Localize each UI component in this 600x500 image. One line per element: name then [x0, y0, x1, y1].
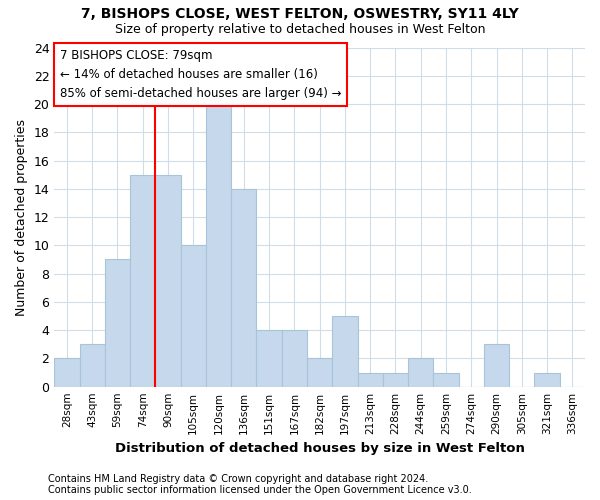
- Bar: [535, 372, 560, 386]
- Bar: [130, 174, 155, 386]
- Bar: [433, 372, 458, 386]
- Text: Size of property relative to detached houses in West Felton: Size of property relative to detached ho…: [115, 22, 485, 36]
- Bar: [383, 372, 408, 386]
- Text: Contains public sector information licensed under the Open Government Licence v3: Contains public sector information licen…: [48, 485, 472, 495]
- Bar: [181, 246, 206, 386]
- Bar: [206, 104, 231, 387]
- X-axis label: Distribution of detached houses by size in West Felton: Distribution of detached houses by size …: [115, 442, 524, 455]
- Bar: [155, 174, 181, 386]
- Bar: [484, 344, 509, 387]
- Bar: [54, 358, 80, 386]
- Text: 7, BISHOPS CLOSE, WEST FELTON, OSWESTRY, SY11 4LY: 7, BISHOPS CLOSE, WEST FELTON, OSWESTRY,…: [81, 8, 519, 22]
- Bar: [307, 358, 332, 386]
- Bar: [80, 344, 105, 387]
- Text: 7 BISHOPS CLOSE: 79sqm
← 14% of detached houses are smaller (16)
85% of semi-det: 7 BISHOPS CLOSE: 79sqm ← 14% of detached…: [59, 49, 341, 100]
- Bar: [231, 189, 256, 386]
- Bar: [408, 358, 433, 386]
- Bar: [256, 330, 282, 386]
- Bar: [105, 260, 130, 386]
- Bar: [282, 330, 307, 386]
- Y-axis label: Number of detached properties: Number of detached properties: [15, 118, 28, 316]
- Bar: [358, 372, 383, 386]
- Text: Contains HM Land Registry data © Crown copyright and database right 2024.: Contains HM Land Registry data © Crown c…: [48, 474, 428, 484]
- Bar: [332, 316, 358, 386]
